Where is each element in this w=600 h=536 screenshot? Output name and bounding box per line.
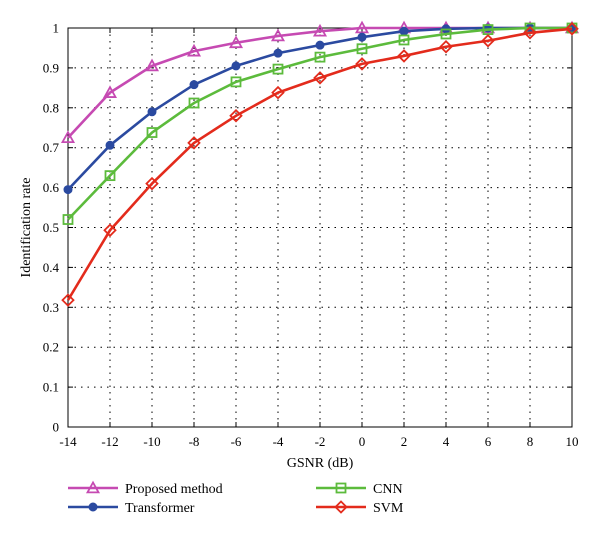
data-point (144, 58, 160, 72)
legend-label: Transformer (125, 501, 195, 516)
axis-ticks: -14 -12 -10 -8 -6 -4 -2 0 2 4 6 8 10 0 0.1 0.2 0.3 0.4 0.5… (43, 21, 579, 450)
y-axis-title: Identification rate (19, 178, 34, 278)
legend-label: Proposed method (125, 482, 223, 497)
series-transformer (63, 23, 577, 195)
x-tick-label: -6 (231, 434, 242, 449)
data-point (186, 43, 202, 57)
data-point (231, 61, 241, 71)
data-point (103, 223, 117, 238)
x-tick-label: -4 (273, 434, 284, 449)
data-point (357, 32, 367, 42)
legend-entry: CNN (316, 482, 403, 497)
data-point (481, 33, 495, 48)
series-layer (60, 20, 580, 307)
y-tick-label: 0.8 (43, 100, 59, 115)
y-tick-label: 0 (53, 420, 60, 435)
data-point (272, 63, 284, 75)
legend: Proposed method Transformer CNN SVM (68, 480, 404, 516)
data-point (230, 76, 242, 88)
data-point (440, 28, 452, 40)
data-point (63, 185, 73, 195)
x-tick-label: -14 (59, 434, 77, 449)
x-tick-label: -10 (143, 434, 160, 449)
x-tick-label: 8 (527, 434, 534, 449)
x-tick-label: -12 (101, 434, 118, 449)
legend-entry: SVM (316, 500, 404, 516)
x-tick-label: 2 (401, 434, 408, 449)
dot-icon (88, 502, 98, 512)
y-tick-label: 1 (53, 21, 60, 36)
data-point (313, 71, 327, 85)
data-point (229, 109, 243, 123)
legend-label: SVM (373, 501, 404, 516)
data-point (315, 40, 325, 50)
y-tick-label: 0.3 (43, 300, 59, 315)
y-tick-label: 0.6 (43, 180, 60, 195)
series-line (67, 26, 572, 221)
data-point (397, 49, 411, 63)
data-point (146, 127, 158, 138)
y-tick-label: 0.7 (43, 140, 60, 155)
legend-label: CNN (373, 482, 403, 497)
y-tick-label: 0.5 (43, 220, 59, 235)
grid (68, 28, 572, 427)
data-point (104, 170, 116, 182)
data-point (187, 136, 201, 150)
data-point (270, 28, 286, 42)
x-tick-label: 4 (443, 434, 450, 449)
data-point (105, 140, 115, 150)
x-tick-label: 10 (566, 434, 579, 449)
data-point (147, 107, 157, 117)
x-tick-label: 0 (359, 434, 366, 449)
series-svm (61, 22, 579, 307)
data-point (228, 35, 244, 49)
data-point (314, 51, 326, 63)
series-cnn (62, 22, 578, 225)
x-tick-label: -8 (189, 434, 200, 449)
x-tick-label: 6 (485, 434, 492, 449)
x-axis-title: GSNR (dB) (287, 456, 354, 471)
legend-entry: Transformer (68, 501, 195, 516)
data-point (439, 39, 453, 54)
y-tick-label: 0.1 (43, 380, 59, 395)
data-point (271, 85, 285, 100)
y-tick-label: 0.2 (43, 340, 59, 355)
data-point (523, 26, 537, 40)
legend-entry: Proposed method (68, 480, 223, 497)
data-point (354, 20, 370, 34)
data-point (399, 26, 409, 36)
data-point (356, 43, 368, 55)
data-point (102, 85, 118, 98)
data-point (565, 22, 579, 36)
x-tick-label: -2 (315, 434, 326, 449)
series-line (66, 27, 573, 301)
data-point (398, 34, 410, 46)
data-point (188, 97, 200, 109)
data-point (355, 57, 369, 71)
data-point (273, 48, 283, 58)
data-point (60, 130, 76, 144)
data-point (145, 176, 159, 191)
square-icon (335, 482, 347, 494)
diamond-icon (334, 500, 348, 514)
data-point (189, 80, 199, 90)
data-point (62, 214, 74, 225)
y-tick-label: 0.4 (43, 260, 60, 275)
data-point (312, 23, 328, 37)
y-tick-label: 0.9 (43, 60, 59, 75)
triangle-icon (85, 480, 101, 494)
data-point (61, 293, 75, 307)
